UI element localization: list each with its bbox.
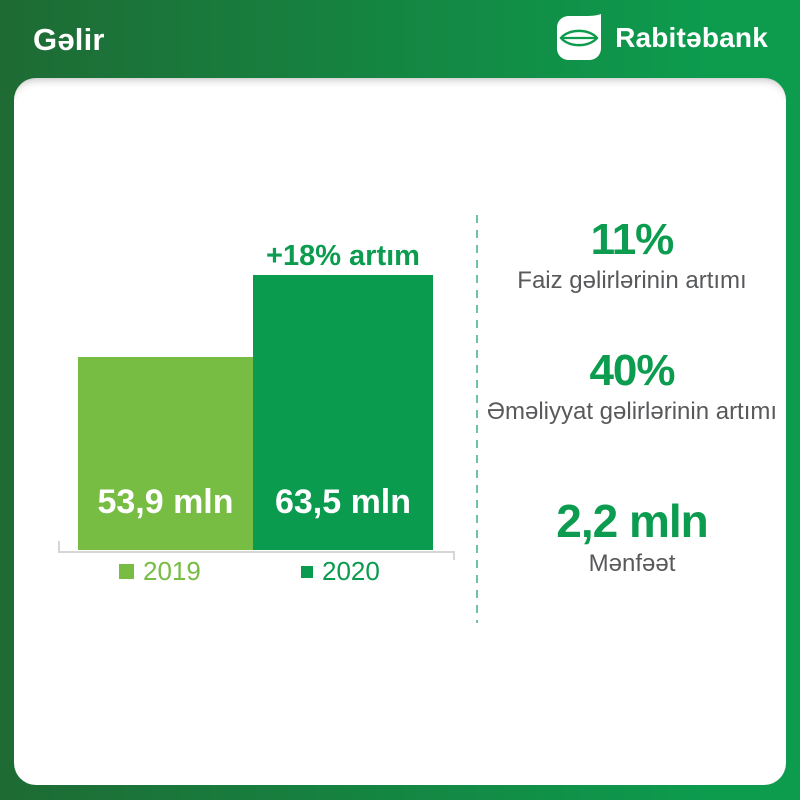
- stat-label: Əməliyyat gəlirlərinin artımı: [486, 398, 778, 426]
- header: Gəlir Rabitəbank: [0, 0, 800, 78]
- content-card: +18% artım 53,9 mln 63,5 mln 2019 2020: [14, 78, 786, 785]
- legend-item-2019: 2019: [119, 556, 201, 587]
- income-bar-chart: +18% artım 53,9 mln 63,5 mln 2019 2020: [14, 78, 477, 785]
- legend-item-2020: 2020: [301, 556, 380, 587]
- legend-swatch-2019: [119, 564, 134, 579]
- bar-2019: 53,9 mln: [78, 357, 253, 550]
- legend-label-2019: 2019: [143, 556, 201, 586]
- x-axis: [58, 541, 455, 560]
- stat-value: 2,2 mln: [556, 495, 709, 547]
- axis-tick-right: [453, 553, 455, 560]
- brand-name: Rabitəbank: [615, 22, 768, 53]
- brand-logo: Rabitəbank: [555, 14, 768, 62]
- axis-tick-left: [58, 541, 60, 551]
- stats-panel: 11% Faiz gəlirlərinin artımı 40% Əməliyy…: [482, 78, 782, 785]
- bar-2020: 63,5 mln: [253, 275, 433, 550]
- stat-interest-income-growth: 11% Faiz gəlirlərinin artımı: [482, 215, 782, 296]
- growth-annotation: +18% artım: [266, 240, 420, 272]
- bar-2020-value: 63,5 mln: [274, 483, 412, 521]
- stat-label: Mənfəət: [588, 549, 676, 577]
- legend-label-2020: 2020: [322, 556, 380, 586]
- page-title: Gəlir: [33, 22, 105, 57]
- stat-value: 11%: [590, 215, 675, 264]
- bar-2019-value: 53,9 mln: [97, 483, 234, 521]
- stat-label: Faiz gəlirlərinin artımı: [517, 267, 747, 295]
- stat-profit: 2,2 mln Mənfəət: [482, 496, 782, 579]
- dashed-divider: [476, 215, 478, 623]
- stat-value: 40%: [589, 346, 675, 395]
- stat-operating-income-growth: 40% Əməliyyat gəlirlərinin artımı: [482, 346, 782, 427]
- rabitabank-leaf-icon: [557, 14, 602, 60]
- legend-swatch-2020: [301, 565, 313, 578]
- chart-legend: 2019 2020: [14, 556, 477, 588]
